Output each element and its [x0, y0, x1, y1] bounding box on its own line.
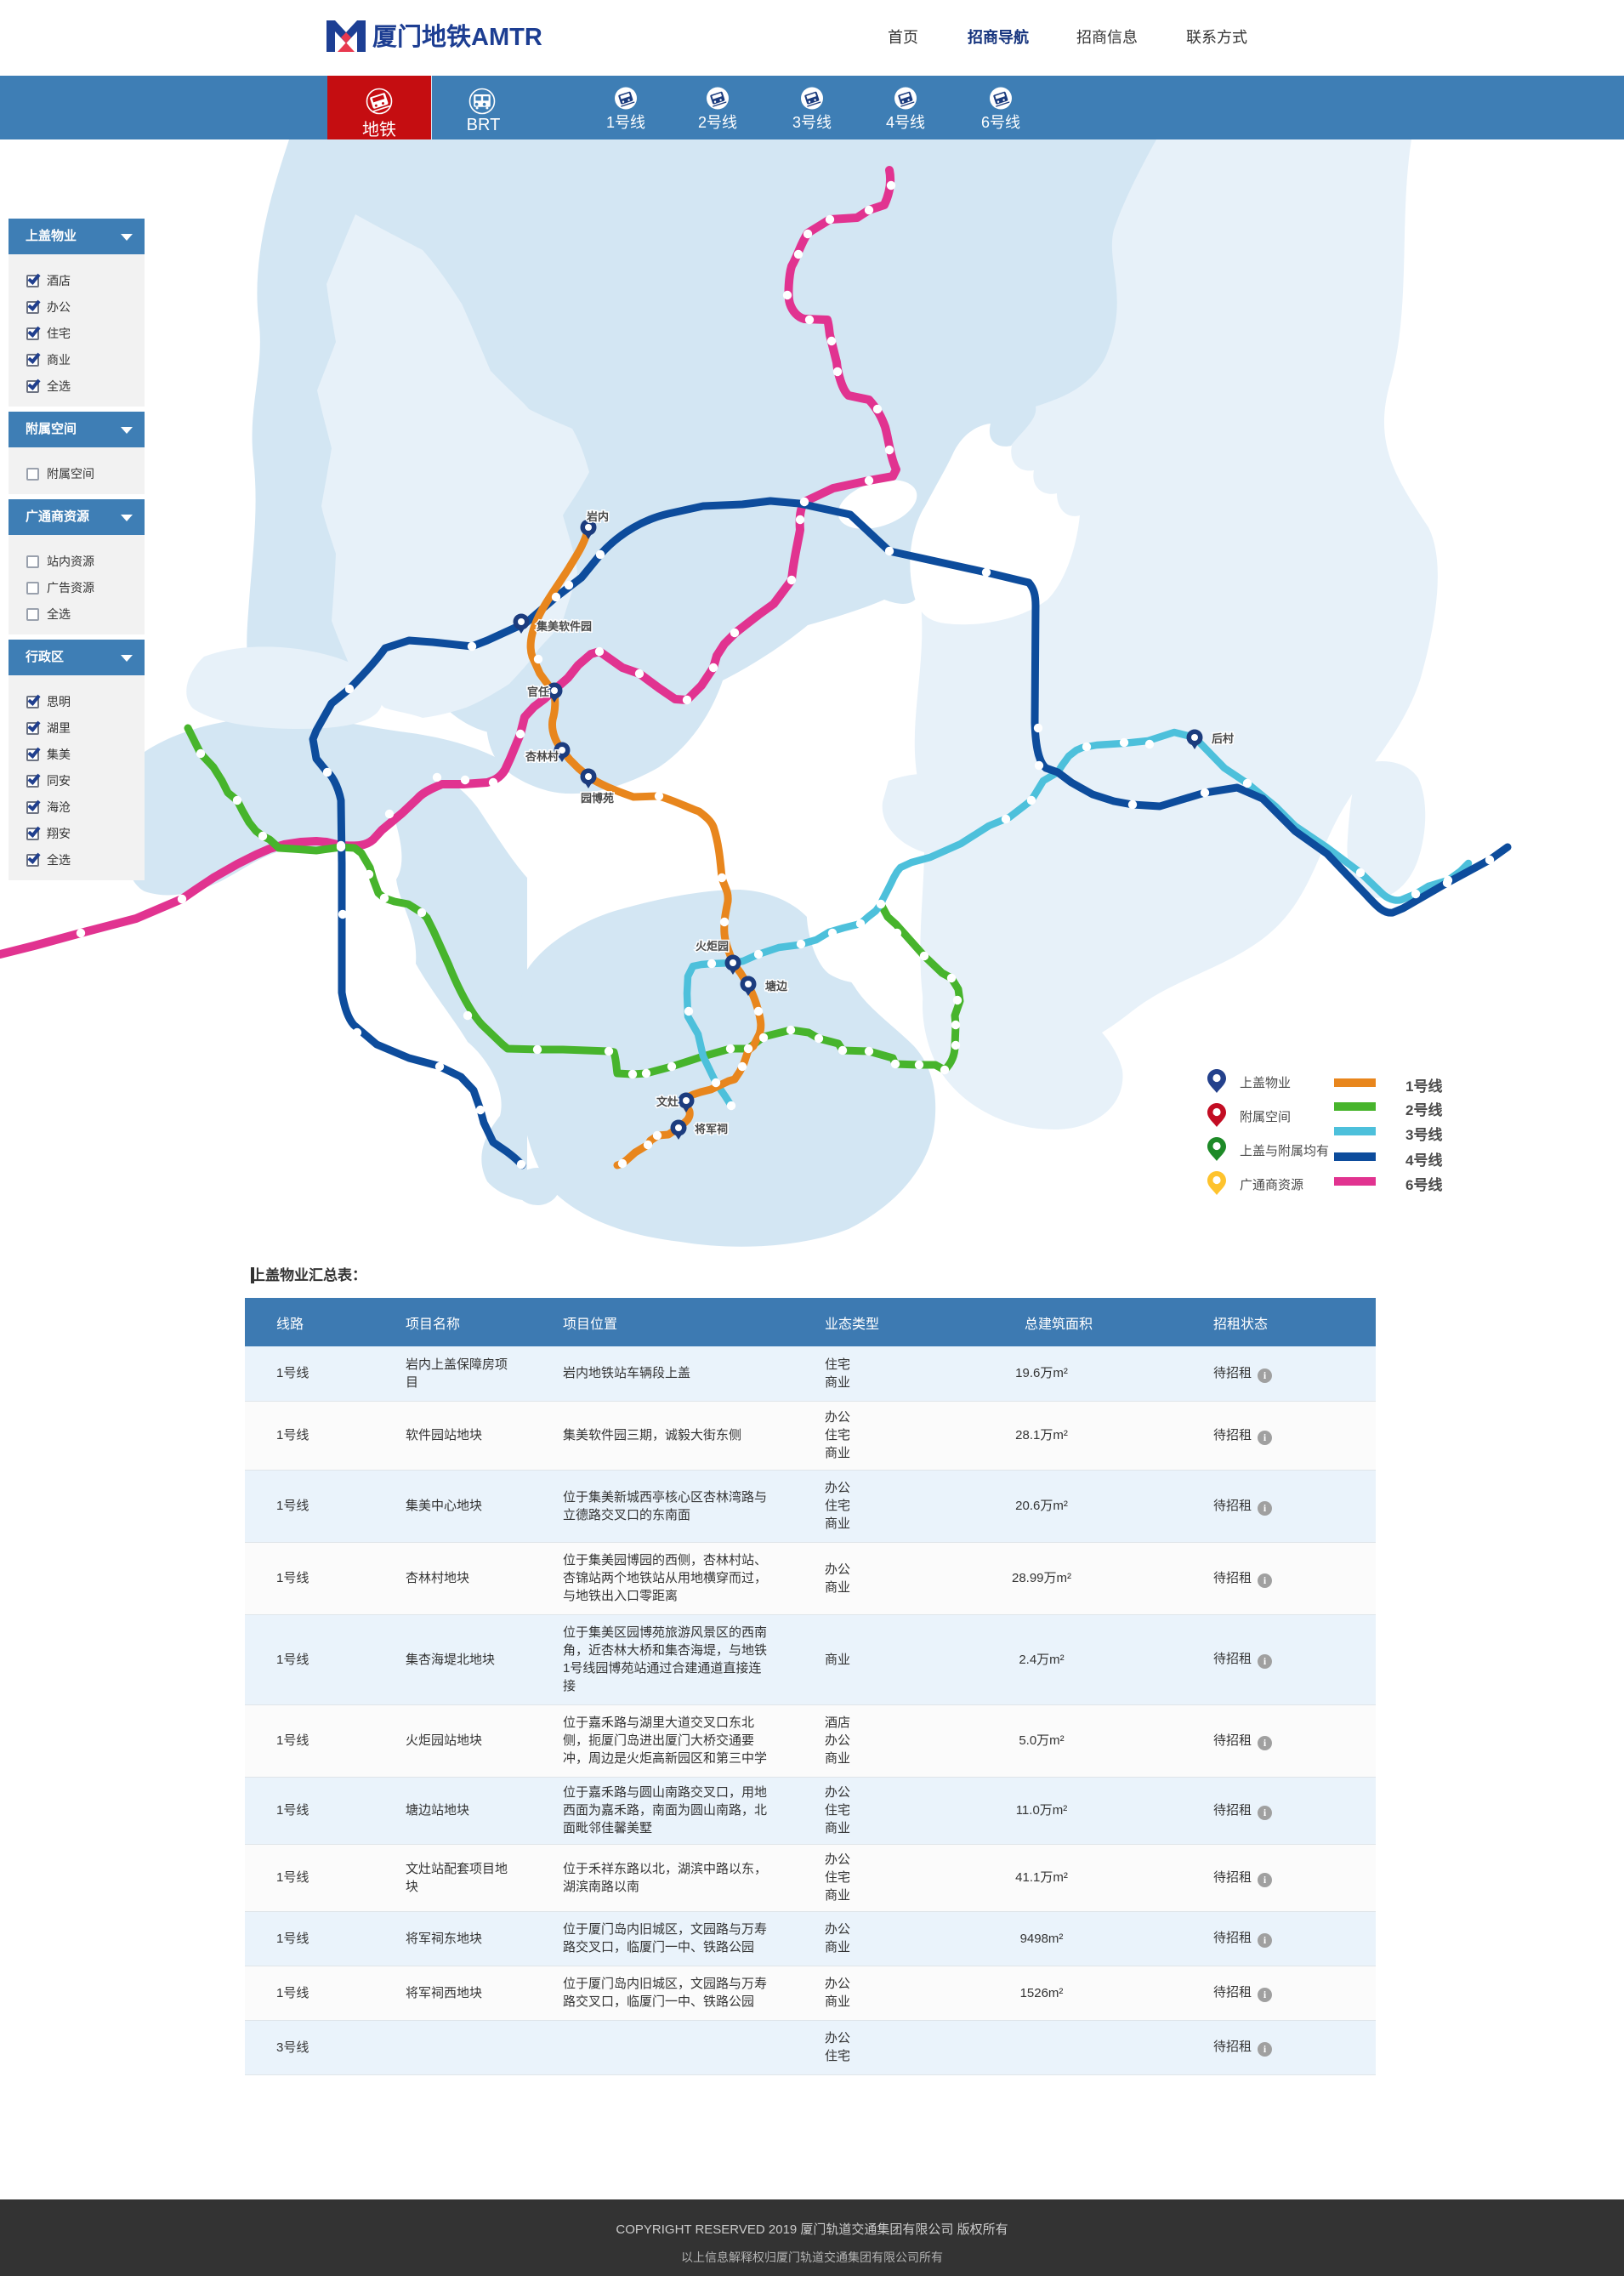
svg-text:园博苑: 园博苑	[581, 792, 614, 805]
svg-text:文灶: 文灶	[656, 1095, 679, 1108]
svg-text:集美软件园: 集美软件园	[536, 620, 592, 633]
svg-text:杏林村: 杏林村	[525, 750, 559, 763]
svg-text:将军祠: 将军祠	[695, 1123, 728, 1135]
svg-text:后村: 后村	[1212, 732, 1234, 745]
svg-text:塘边: 塘边	[765, 980, 788, 993]
svg-text:火炬园: 火炬园	[696, 940, 729, 953]
svg-text:岩内: 岩内	[586, 510, 609, 523]
svg-text:官任: 官任	[527, 686, 549, 698]
